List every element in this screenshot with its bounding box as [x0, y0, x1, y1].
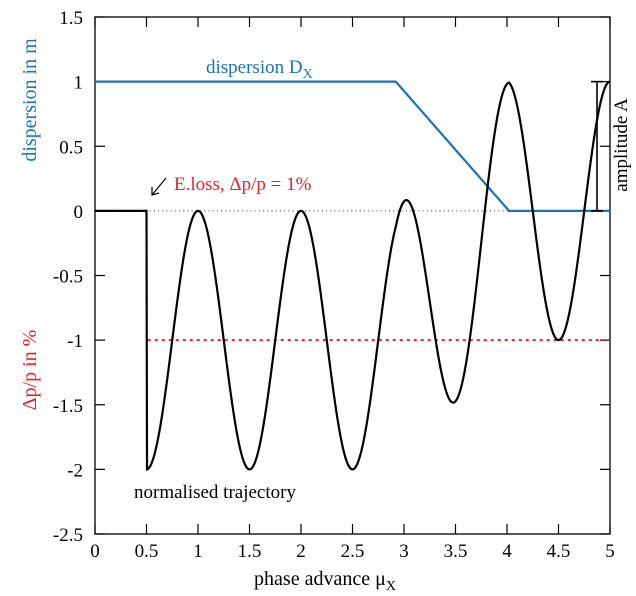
x-tick-label: 4 [502, 541, 512, 562]
x-tick-label: 3 [399, 541, 409, 562]
y-tick-label: 1.5 [59, 8, 83, 29]
trajectory-line [95, 80, 611, 471]
x-tick-label: 0.5 [135, 541, 159, 562]
tick-layer: 0 0.5 1 1.5 2 2.5 3 3.5 4 4.5 5 1.5 1 0.5 0 -0.5 -1 -1.5 -… [53, 8, 615, 562]
x-tick-label: 1 [193, 541, 203, 562]
x-tick-label: 0 [90, 541, 100, 562]
amplitude-label: amplitude A [611, 98, 632, 192]
x-axis-label-sub: X [386, 579, 396, 594]
x-tick-label: 3.5 [444, 541, 468, 562]
y-tick-label: -2.5 [53, 525, 83, 546]
y-axis-label-upper: dispersion in m [19, 38, 41, 162]
y-axis-label-lower: Δp/p in % [19, 330, 41, 411]
dispersion-label: dispersion DX [206, 57, 313, 82]
y-tick-label: -2 [67, 460, 83, 481]
energy-loss-line [95, 209, 610, 342]
trajectory-label: normalised trajectory [134, 482, 296, 503]
amplitude-bracket [591, 80, 603, 212]
dispersion-line [95, 80, 610, 212]
series-layer [95, 80, 611, 471]
y-tick-label: -0.5 [53, 267, 83, 288]
y-tick-label: -1.5 [53, 396, 83, 417]
x-axis-label: phase advance μX [254, 568, 396, 594]
energy-loss-arrow-icon [151, 177, 167, 196]
x-tick-label: 4.5 [547, 541, 571, 562]
y-tick-label: -1 [67, 331, 83, 352]
x-tick-label: 2 [296, 541, 306, 562]
y-tick-label: 0 [74, 202, 84, 223]
x-tick-label: 5 [605, 541, 615, 562]
x-tick-label: 2.5 [341, 541, 365, 562]
plot-frame [94, 16, 611, 535]
y-tick-label: 0.5 [59, 137, 83, 158]
x-tick-label: 1.5 [238, 541, 262, 562]
y-tick-label: 1 [74, 73, 84, 94]
energy-loss-label: E.loss, Δp/p = 1% [174, 174, 312, 195]
